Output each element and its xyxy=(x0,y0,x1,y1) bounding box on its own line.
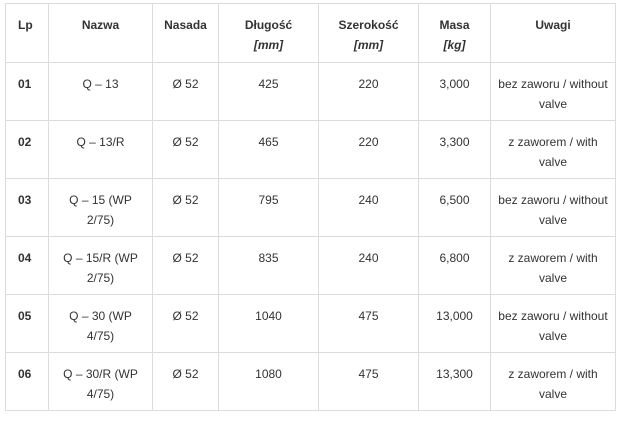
table-cell: 3,000 xyxy=(418,62,491,121)
table-cell: 425 xyxy=(218,62,319,121)
header-text: Nazwa xyxy=(81,18,120,32)
table-cell: 3,300 xyxy=(418,120,491,179)
table-cell: Ø 52 xyxy=(152,236,219,295)
header-cell: Masa [kg] xyxy=(418,3,491,63)
table-cell: 06 xyxy=(5,352,49,411)
header-text: Masa xyxy=(439,18,470,32)
table-cell: 240 xyxy=(318,178,419,237)
table-cell: Q – 15/R (WP 2/75) xyxy=(48,236,153,295)
table-cell: 02 xyxy=(5,120,49,179)
table-cell: 13,300 xyxy=(418,352,491,411)
table-cell: 6,500 xyxy=(418,178,491,237)
data-table: Lp Nazwa Nasada Długość [mm] Szerokość [mm] Mas… xyxy=(5,3,616,411)
table-cell: 03 xyxy=(5,178,49,237)
table-cell: 04 xyxy=(5,236,49,295)
table-cell: bez zaworu / without valve xyxy=(490,178,616,237)
header-cell: Lp xyxy=(5,3,49,63)
header-cell: Szerokość [mm] xyxy=(318,3,419,63)
table-row: 02 Q – 13/R Ø 52 465 220 3,300 z zaworem / wit… xyxy=(5,120,616,179)
table-cell: 475 xyxy=(318,294,419,353)
table-cell: 795 xyxy=(218,178,319,237)
header-text: Uwagi xyxy=(535,18,571,32)
table-cell: bez zaworu / without valve xyxy=(490,62,616,121)
table-cell: z zaworem / with valve xyxy=(490,352,616,411)
header-text: Długość xyxy=(244,18,293,32)
table-cell: 465 xyxy=(218,120,319,179)
table-cell: Q – 13 xyxy=(48,62,153,121)
table-cell: 05 xyxy=(5,294,49,353)
header-cell: Uwagi xyxy=(490,3,616,63)
table-cell: Ø 52 xyxy=(152,294,219,353)
table-cell: 1080 xyxy=(218,352,319,411)
table-cell: Ø 52 xyxy=(152,62,219,121)
table-cell: Q – 30/R (WP 4/75) xyxy=(48,352,153,411)
header-row: Lp Nazwa Nasada Długość [mm] Szerokość [mm] Mas… xyxy=(5,3,616,63)
table-cell: 1040 xyxy=(218,294,319,353)
table-cell: 220 xyxy=(318,120,419,179)
table-row: 05 Q – 30 (WP 4/75) Ø 52 1040 475 13,000 bez z… xyxy=(5,294,616,353)
table-cell: 01 xyxy=(5,62,49,121)
table-cell: bez zaworu / without valve xyxy=(490,294,616,353)
header-text: Szerokość xyxy=(338,18,399,32)
table-container: Lp Nazwa Nasada Długość [mm] Szerokość [mm] Mas… xyxy=(5,3,616,411)
table-row: 06 Q – 30/R (WP 4/75) Ø 52 1080 475 13,300 z z… xyxy=(5,352,616,411)
header-cell: Długość [mm] xyxy=(218,3,319,63)
table-body: 01 Q – 13 Ø 52 425 220 3,000 bez zaworu / with… xyxy=(5,62,616,411)
table-cell: Ø 52 xyxy=(152,178,219,237)
table-cell: z zaworem / with valve xyxy=(490,120,616,179)
header-text: Lp xyxy=(18,18,33,32)
table-cell: z zaworem / with valve xyxy=(490,236,616,295)
table-row: 01 Q – 13 Ø 52 425 220 3,000 bez zaworu / with… xyxy=(5,62,616,121)
table-row: 03 Q – 15 (WP 2/75) Ø 52 795 240 6,500 bez zaw… xyxy=(5,178,616,237)
header-unit: [mm] xyxy=(353,38,384,52)
table-cell: Ø 52 xyxy=(152,120,219,179)
table-cell: Q – 30 (WP 4/75) xyxy=(48,294,153,353)
table-cell: 13,000 xyxy=(418,294,491,353)
header-cell: Nasada xyxy=(152,3,219,63)
header-cell: Nazwa xyxy=(48,3,153,63)
header-text: Nasada xyxy=(164,18,207,32)
table-cell: Ø 52 xyxy=(152,352,219,411)
table-row: 04 Q – 15/R (WP 2/75) Ø 52 835 240 6,800 z zaw… xyxy=(5,236,616,295)
table-cell: 835 xyxy=(218,236,319,295)
header-unit: [mm] xyxy=(253,38,284,52)
table-cell: 6,800 xyxy=(418,236,491,295)
header-unit: [kg] xyxy=(443,38,466,52)
table-cell: Q – 13/R xyxy=(48,120,153,179)
table-cell: 240 xyxy=(318,236,419,295)
table-cell: 475 xyxy=(318,352,419,411)
table-cell: 220 xyxy=(318,62,419,121)
table-cell: Q – 15 (WP 2/75) xyxy=(48,178,153,237)
